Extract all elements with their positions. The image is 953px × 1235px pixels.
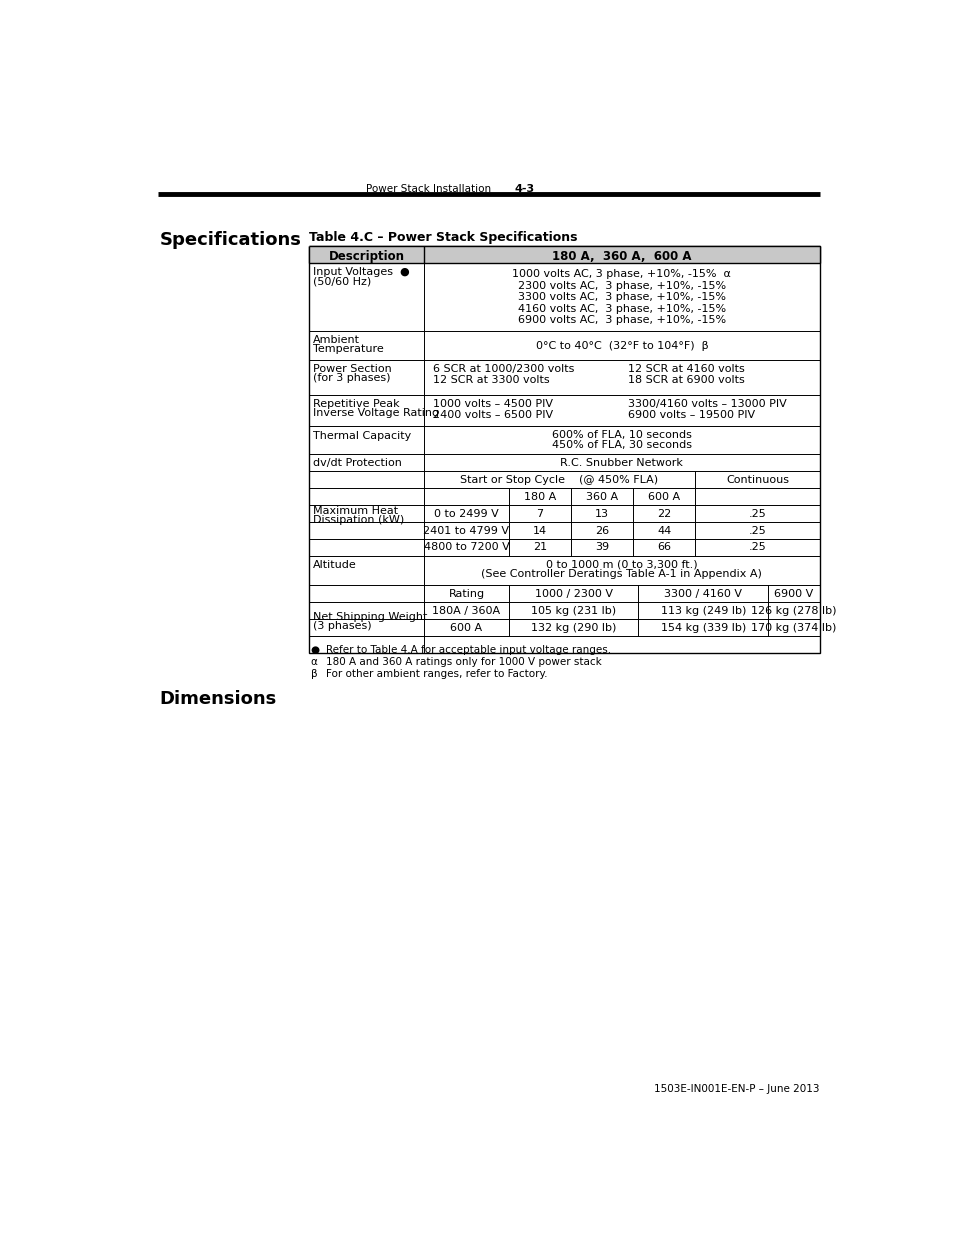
Text: 26: 26 bbox=[595, 526, 609, 536]
Text: 105 kg (231 lb): 105 kg (231 lb) bbox=[531, 605, 616, 615]
Text: 66: 66 bbox=[657, 542, 670, 552]
Text: .25: .25 bbox=[748, 526, 765, 536]
Text: 2300 volts AC,  3 phase, +10%, -15%: 2300 volts AC, 3 phase, +10%, -15% bbox=[517, 280, 725, 290]
Text: 4-3: 4-3 bbox=[514, 184, 534, 194]
Text: 21: 21 bbox=[533, 542, 547, 552]
Text: 1000 volts AC, 3 phase, +10%, -15%  α: 1000 volts AC, 3 phase, +10%, -15% α bbox=[512, 269, 731, 279]
Text: 7: 7 bbox=[536, 509, 543, 519]
Text: Description: Description bbox=[328, 249, 404, 263]
Text: (for 3 phases): (for 3 phases) bbox=[313, 373, 390, 383]
Text: Power Section: Power Section bbox=[313, 364, 392, 374]
Text: For other ambient ranges, refer to Factory.: For other ambient ranges, refer to Facto… bbox=[326, 669, 547, 679]
Text: 4800 to 7200 V: 4800 to 7200 V bbox=[423, 542, 509, 552]
Text: .25: .25 bbox=[748, 509, 765, 519]
Text: Input Voltages  ●: Input Voltages ● bbox=[313, 267, 410, 277]
Text: 2400 volts – 6500 PIV: 2400 volts – 6500 PIV bbox=[433, 410, 553, 420]
Text: (See Controller Deratings Table A-1 in Appendix A): (See Controller Deratings Table A-1 in A… bbox=[481, 569, 761, 579]
Text: Temperature: Temperature bbox=[313, 343, 383, 353]
Text: dv/dt Protection: dv/dt Protection bbox=[313, 458, 401, 468]
Text: 360 A: 360 A bbox=[585, 492, 618, 501]
Text: 3300 / 4160 V: 3300 / 4160 V bbox=[663, 589, 741, 599]
Text: (50/60 Hz): (50/60 Hz) bbox=[313, 275, 371, 287]
Text: 450% of FLA, 30 seconds: 450% of FLA, 30 seconds bbox=[551, 440, 691, 450]
Text: 6900 V: 6900 V bbox=[774, 589, 813, 599]
Text: Dissipation (kW): Dissipation (kW) bbox=[313, 515, 404, 525]
Text: Altitude: Altitude bbox=[313, 561, 356, 571]
Text: 2401 to 4799 V: 2401 to 4799 V bbox=[423, 526, 509, 536]
Text: 6900 volts AC,  3 phase, +10%, -15%: 6900 volts AC, 3 phase, +10%, -15% bbox=[517, 315, 725, 325]
Bar bbox=[309, 246, 819, 652]
Text: Rating: Rating bbox=[448, 589, 484, 599]
Text: Table 4.C – Power Stack Specifications: Table 4.C – Power Stack Specifications bbox=[309, 231, 577, 245]
Text: 0 to 2499 V: 0 to 2499 V bbox=[434, 509, 498, 519]
Text: Inverse Voltage Rating: Inverse Voltage Rating bbox=[313, 409, 438, 419]
Text: Repetitive Peak: Repetitive Peak bbox=[313, 399, 399, 409]
Bar bbox=[309, 246, 819, 263]
Text: Specifications: Specifications bbox=[159, 231, 301, 249]
Text: Refer to Table 4.A for acceptable input voltage ranges.: Refer to Table 4.A for acceptable input … bbox=[326, 645, 611, 655]
Text: 113 kg (249 lb): 113 kg (249 lb) bbox=[659, 605, 745, 615]
Text: 6900 volts – 19500 PIV: 6900 volts – 19500 PIV bbox=[627, 410, 755, 420]
Text: Maximum Heat: Maximum Heat bbox=[313, 506, 397, 516]
Text: 12 SCR at 3300 volts: 12 SCR at 3300 volts bbox=[433, 374, 549, 384]
Text: 4160 volts AC,  3 phase, +10%, -15%: 4160 volts AC, 3 phase, +10%, -15% bbox=[517, 304, 725, 314]
Text: Start or Stop Cycle    (@ 450% FLA): Start or Stop Cycle (@ 450% FLA) bbox=[460, 474, 658, 484]
Text: 132 kg (290 lb): 132 kg (290 lb) bbox=[531, 622, 616, 632]
Text: 180 A: 180 A bbox=[523, 492, 556, 501]
Text: Dimensions: Dimensions bbox=[159, 689, 276, 708]
Text: 44: 44 bbox=[657, 526, 671, 536]
Text: 3300/4160 volts – 13000 PIV: 3300/4160 volts – 13000 PIV bbox=[627, 399, 786, 409]
Text: 154 kg (339 lb): 154 kg (339 lb) bbox=[659, 622, 745, 632]
Text: 600 A: 600 A bbox=[647, 492, 679, 501]
Text: Net Shipping Weight: Net Shipping Weight bbox=[313, 611, 427, 621]
Text: Power Stack Installation: Power Stack Installation bbox=[366, 184, 491, 194]
Text: 0°C to 40°C  (32°F to 104°F)  β: 0°C to 40°C (32°F to 104°F) β bbox=[535, 341, 707, 351]
Text: 1000 volts – 4500 PIV: 1000 volts – 4500 PIV bbox=[433, 399, 553, 409]
Text: Ambient: Ambient bbox=[313, 335, 359, 345]
Text: 180A / 360A: 180A / 360A bbox=[432, 605, 500, 615]
Text: 14: 14 bbox=[533, 526, 547, 536]
Text: Continuous: Continuous bbox=[725, 474, 788, 484]
Text: 170 kg (374 lb): 170 kg (374 lb) bbox=[750, 622, 836, 632]
Text: 600% of FLA, 10 seconds: 600% of FLA, 10 seconds bbox=[552, 430, 691, 440]
Text: ●: ● bbox=[311, 645, 319, 655]
Text: R.C. Snubber Network: R.C. Snubber Network bbox=[559, 458, 682, 468]
Text: 126 kg (278 lb): 126 kg (278 lb) bbox=[750, 605, 836, 615]
Text: .25: .25 bbox=[748, 542, 765, 552]
Text: 1503E-IN001E-EN-P – June 2013: 1503E-IN001E-EN-P – June 2013 bbox=[654, 1084, 819, 1094]
Text: 180 A and 360 A ratings only for 1000 V power stack: 180 A and 360 A ratings only for 1000 V … bbox=[326, 657, 601, 667]
Text: 22: 22 bbox=[657, 509, 671, 519]
Text: α: α bbox=[311, 657, 317, 667]
Text: 39: 39 bbox=[595, 542, 609, 552]
Text: β: β bbox=[311, 669, 317, 679]
Text: (3 phases): (3 phases) bbox=[313, 621, 372, 631]
Text: 12 SCR at 4160 volts: 12 SCR at 4160 volts bbox=[627, 364, 744, 374]
Text: 180 A,  360 A,  600 A: 180 A, 360 A, 600 A bbox=[552, 249, 691, 263]
Text: 6 SCR at 1000/2300 volts: 6 SCR at 1000/2300 volts bbox=[433, 364, 574, 374]
Text: 600 A: 600 A bbox=[450, 622, 482, 632]
Text: Thermal Capacity: Thermal Capacity bbox=[313, 431, 411, 441]
Text: 0 to 1000 m (0 to 3,300 ft.): 0 to 1000 m (0 to 3,300 ft.) bbox=[545, 559, 697, 569]
Text: 13: 13 bbox=[595, 509, 608, 519]
Text: 3300 volts AC,  3 phase, +10%, -15%: 3300 volts AC, 3 phase, +10%, -15% bbox=[517, 293, 725, 303]
Text: 1000 / 2300 V: 1000 / 2300 V bbox=[535, 589, 612, 599]
Text: 18 SCR at 6900 volts: 18 SCR at 6900 volts bbox=[627, 374, 744, 384]
